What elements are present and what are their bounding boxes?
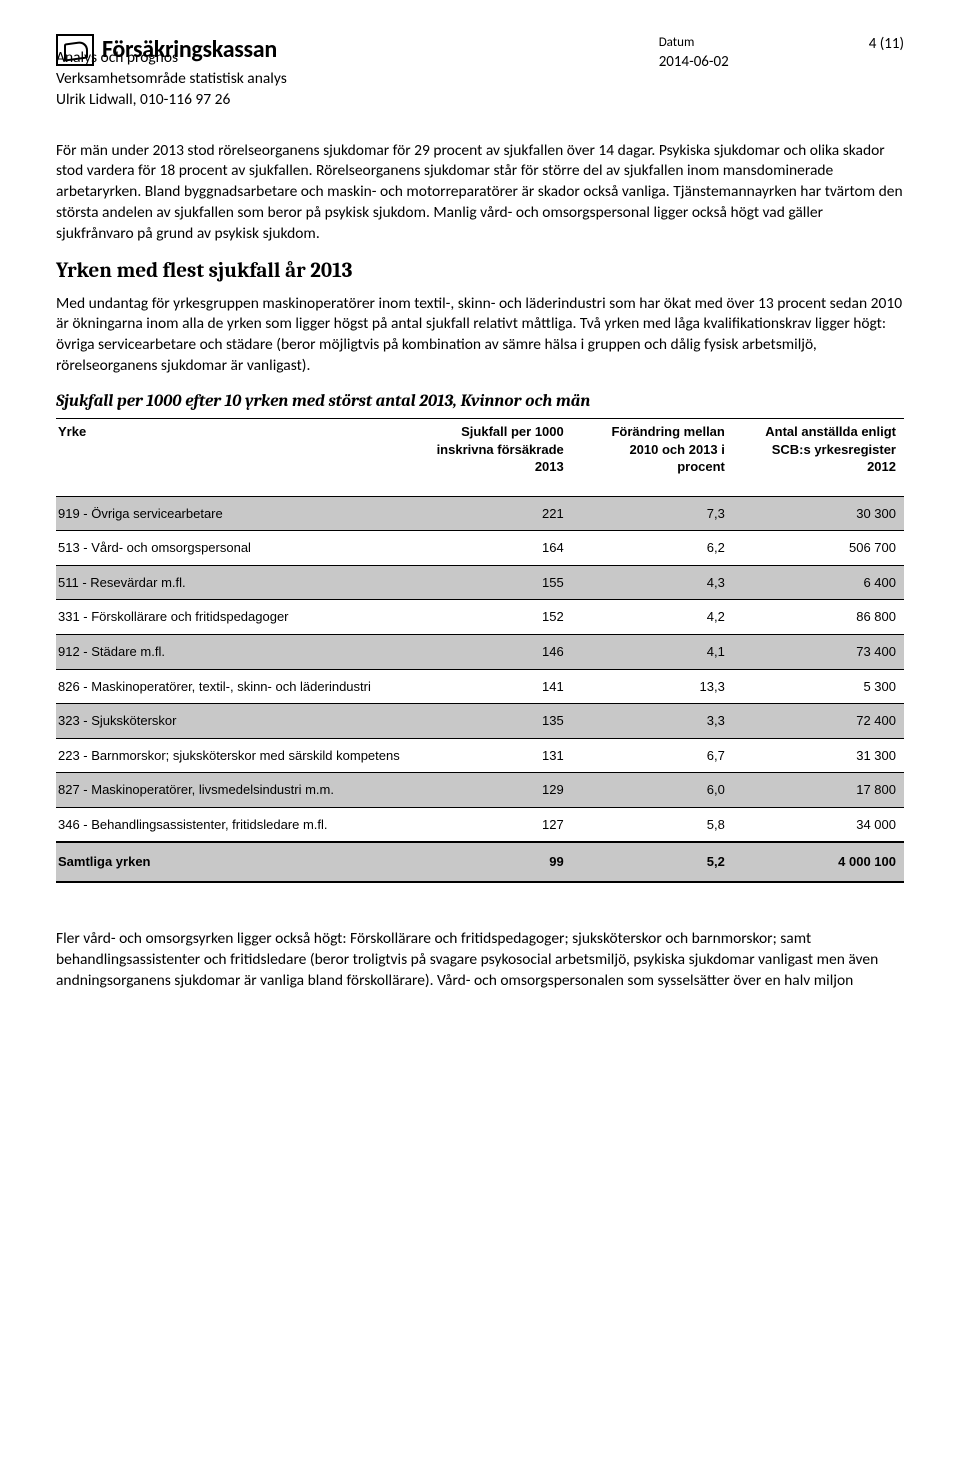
cell-forandring: 4,1 bbox=[582, 634, 743, 669]
occupations-table: Yrke Sjukfall per 1000 inskrivna försäkr… bbox=[56, 418, 904, 883]
date-block: Datum 2014-06-02 bbox=[659, 34, 729, 72]
col-header-sjukfall: Sjukfall per 1000 inskrivna försäkrade 2… bbox=[421, 419, 582, 497]
cell-antal: 30 300 bbox=[743, 496, 904, 531]
cell-sjukfall: 127 bbox=[421, 807, 582, 842]
cell-forandring: 5,8 bbox=[582, 807, 743, 842]
table-row: 919 - Övriga servicearbetare2217,330 300 bbox=[56, 496, 904, 531]
org-line2: Verksamhetsområde statistisk analys bbox=[56, 69, 904, 90]
paragraph-3: Fler vård- och omsorgsyrken ligger också… bbox=[56, 929, 904, 992]
table-row: 223 - Barnmorskor; sjuksköterskor med sä… bbox=[56, 738, 904, 773]
cell-sjukfall: 135 bbox=[421, 704, 582, 739]
cell-yrke: 511 - Resevärdar m.fl. bbox=[56, 565, 421, 600]
date-value: 2014-06-02 bbox=[659, 52, 729, 72]
cell-sjukfall: 155 bbox=[421, 565, 582, 600]
cell-sjukfall: 141 bbox=[421, 669, 582, 704]
col-header-yrke: Yrke bbox=[56, 419, 421, 497]
cell-yrke: 323 - Sjuksköterskor bbox=[56, 704, 421, 739]
table-row: 346 - Behandlingsassistenter, fritidsled… bbox=[56, 807, 904, 842]
cell-yrke: 826 - Maskinoperatörer, textil-, skinn- … bbox=[56, 669, 421, 704]
cell-antal: 4 000 100 bbox=[743, 842, 904, 882]
cell-yrke: 827 - Maskinoperatörer, livsmedelsindust… bbox=[56, 773, 421, 808]
cell-yrke: 912 - Städare m.fl. bbox=[56, 634, 421, 669]
table-row: 912 - Städare m.fl.1464,173 400 bbox=[56, 634, 904, 669]
cell-forandring: 6,0 bbox=[582, 773, 743, 808]
cell-antal: 5 300 bbox=[743, 669, 904, 704]
cell-forandring: 13,3 bbox=[582, 669, 743, 704]
cell-yrke: 223 - Barnmorskor; sjuksköterskor med sä… bbox=[56, 738, 421, 773]
cell-antal: 86 800 bbox=[743, 600, 904, 635]
cell-forandring: 4,2 bbox=[582, 600, 743, 635]
table-subheading: Sjukfall per 1000 efter 10 yrken med stö… bbox=[56, 391, 904, 414]
cell-forandring: 4,3 bbox=[582, 565, 743, 600]
cell-forandring: 3,3 bbox=[582, 704, 743, 739]
col-header-forandring: Förändring mellan 2010 och 2013 i procen… bbox=[582, 419, 743, 497]
cell-sjukfall: 146 bbox=[421, 634, 582, 669]
table-row: 331 - Förskollärare och fritidspedagoger… bbox=[56, 600, 904, 635]
cell-antal: 73 400 bbox=[743, 634, 904, 669]
cell-forandring: 6,7 bbox=[582, 738, 743, 773]
table-total-row: Samtliga yrken995,24 000 100 bbox=[56, 842, 904, 882]
table-header-row: Yrke Sjukfall per 1000 inskrivna försäkr… bbox=[56, 419, 904, 497]
cell-sjukfall: 221 bbox=[421, 496, 582, 531]
cell-antal: 506 700 bbox=[743, 531, 904, 566]
cell-sjukfall: 152 bbox=[421, 600, 582, 635]
cell-sjukfall: 129 bbox=[421, 773, 582, 808]
cell-yrke: 513 - Vård- och omsorgspersonal bbox=[56, 531, 421, 566]
cell-sjukfall: 99 bbox=[421, 842, 582, 882]
cell-forandring: 5,2 bbox=[582, 842, 743, 882]
table-row: 323 - Sjuksköterskor1353,372 400 bbox=[56, 704, 904, 739]
cell-antal: 6 400 bbox=[743, 565, 904, 600]
cell-antal: 72 400 bbox=[743, 704, 904, 739]
table-row: 826 - Maskinoperatörer, textil-, skinn- … bbox=[56, 669, 904, 704]
date-label: Datum bbox=[659, 34, 729, 52]
cell-antal: 17 800 bbox=[743, 773, 904, 808]
cell-yrke: 346 - Behandlingsassistenter, fritidsled… bbox=[56, 807, 421, 842]
cell-sjukfall: 164 bbox=[421, 531, 582, 566]
cell-antal: 34 000 bbox=[743, 807, 904, 842]
table-row: 511 - Resevärdar m.fl.1554,36 400 bbox=[56, 565, 904, 600]
cell-forandring: 6,2 bbox=[582, 531, 743, 566]
paragraph-2: Med undantag för yrkesgruppen maskinoper… bbox=[56, 294, 904, 378]
table-row: 513 - Vård- och omsorgspersonal1646,2506… bbox=[56, 531, 904, 566]
paragraph-1: För män under 2013 stod rörelseorganens … bbox=[56, 141, 904, 246]
col-header-antal: Antal anställda enligt SCB:s yrkesregist… bbox=[743, 419, 904, 497]
logo-icon bbox=[56, 34, 94, 66]
cell-forandring: 7,3 bbox=[582, 496, 743, 531]
cell-yrke: 331 - Förskollärare och fritidspedagoger bbox=[56, 600, 421, 635]
section-heading: Yrken med flest sjukfall år 2013 bbox=[56, 257, 904, 285]
cell-antal: 31 300 bbox=[743, 738, 904, 773]
table-row: 827 - Maskinoperatörer, livsmedelsindust… bbox=[56, 773, 904, 808]
cell-yrke: Samtliga yrken bbox=[56, 842, 421, 882]
cell-sjukfall: 131 bbox=[421, 738, 582, 773]
cell-yrke: 919 - Övriga servicearbetare bbox=[56, 496, 421, 531]
page-number: 4 (11) bbox=[869, 34, 904, 54]
org-line3: Ulrik Lidwall, 010-116 97 26 bbox=[56, 90, 904, 111]
